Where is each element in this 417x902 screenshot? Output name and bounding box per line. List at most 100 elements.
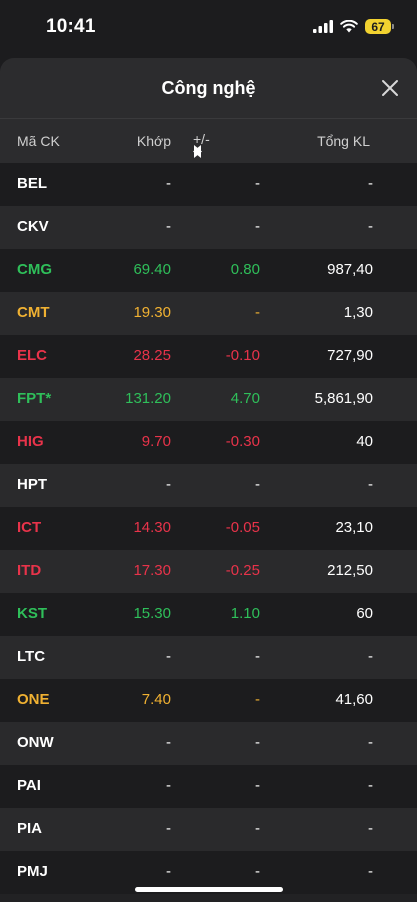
match-price: 14.30 xyxy=(133,519,171,536)
price-change: - xyxy=(255,175,260,192)
stock-code: CMG xyxy=(17,261,52,278)
total-volume: 987,40 xyxy=(327,261,373,278)
price-change: - xyxy=(255,648,260,665)
header-code[interactable]: Mã CK xyxy=(17,133,60,149)
total-volume: 727,90 xyxy=(327,347,373,364)
price-change: - xyxy=(255,734,260,751)
table-row[interactable]: ONE 7.40 - 41,60 xyxy=(0,679,417,722)
match-price: - xyxy=(166,476,171,493)
stock-code: CKV xyxy=(17,218,49,235)
stock-code: ELC xyxy=(17,347,47,364)
total-volume: 212,50 xyxy=(327,562,373,579)
signal-icon xyxy=(313,20,333,33)
table-row[interactable]: PMJ - - - xyxy=(0,851,417,894)
match-price: 7.40 xyxy=(141,691,171,708)
table-row[interactable]: FPT* 131.20 4.70 5,861,90 xyxy=(0,378,417,421)
total-volume: - xyxy=(368,734,373,751)
header-match[interactable]: Khớp xyxy=(136,133,171,149)
table-row[interactable]: LTC - - - xyxy=(0,636,417,679)
stock-code: ONE xyxy=(17,691,50,708)
total-volume: - xyxy=(368,175,373,192)
total-volume: - xyxy=(368,863,373,880)
total-volume: - xyxy=(368,820,373,837)
sheet-title: Công nghệ xyxy=(161,77,256,98)
match-price: 9.70 xyxy=(141,433,171,450)
stock-code: KST xyxy=(17,605,47,622)
price-change: - xyxy=(255,777,260,794)
total-volume: 1,30 xyxy=(343,304,373,321)
header-change-group: +/- xyxy=(193,131,210,158)
match-price: 17.30 xyxy=(133,562,171,579)
header-change[interactable]: +/- xyxy=(193,131,210,147)
total-volume: - xyxy=(368,648,373,665)
total-volume: 60 xyxy=(356,605,373,622)
table-row[interactable]: CKV - - - xyxy=(0,206,417,249)
total-volume: - xyxy=(368,777,373,794)
table-row[interactable]: CMT 19.30 - 1,30 xyxy=(0,292,417,335)
match-price: - xyxy=(166,218,171,235)
price-change: -0.25 xyxy=(225,562,260,579)
price-change: - xyxy=(255,863,260,880)
stock-code: ONW xyxy=(17,734,54,751)
price-change: 1.10 xyxy=(230,605,260,622)
stock-list: BEL - - - CKV - - - CMG 69.40 0.80 987,40 CMT 19.30 - 1… xyxy=(0,163,417,894)
table-row[interactable]: HIG 9.70 -0.30 40 xyxy=(0,421,417,464)
header-volume[interactable]: Tổng KL xyxy=(317,133,370,149)
price-change: - xyxy=(255,476,260,493)
price-change: - xyxy=(255,820,260,837)
table-row[interactable]: ICT 14.30 -0.05 23,10 xyxy=(0,507,417,550)
price-change: 4.70 xyxy=(230,390,260,407)
match-price: 131.20 xyxy=(125,390,171,407)
stock-code: ITD xyxy=(17,562,42,579)
stock-code: PMJ xyxy=(17,863,48,880)
match-price: 19.30 xyxy=(133,304,171,321)
stock-code: CMT xyxy=(17,304,50,321)
match-price: - xyxy=(166,648,171,665)
wifi-icon xyxy=(340,20,358,33)
table-row[interactable]: ELC 28.25 -0.10 727,90 xyxy=(0,335,417,378)
close-icon[interactable] xyxy=(379,77,401,99)
price-change: -0.05 xyxy=(225,519,260,536)
stock-code: LTC xyxy=(17,648,46,665)
total-volume: - xyxy=(368,218,373,235)
price-change: - xyxy=(255,218,260,235)
price-change: -0.10 xyxy=(225,347,260,364)
stock-code: PIA xyxy=(17,820,43,837)
table-row[interactable]: ONW - - - xyxy=(0,722,417,765)
bottom-sheet: Công nghệ Mã CK Khớp +/- Tổng KL BEL - - - C… xyxy=(0,58,417,902)
total-volume: 40 xyxy=(356,433,373,450)
battery-level: 67 xyxy=(371,19,385,34)
stock-code: ICT xyxy=(17,519,42,536)
stock-code: HIG xyxy=(17,433,44,450)
price-change: 0.80 xyxy=(230,261,260,278)
table-row[interactable]: CMG 69.40 0.80 987,40 xyxy=(0,249,417,292)
status-time: 10:41 xyxy=(46,16,96,37)
caret-right-icon[interactable] xyxy=(193,145,202,158)
match-price: - xyxy=(166,863,171,880)
match-price: 28.25 xyxy=(133,347,171,364)
table-row[interactable]: PAI - - - xyxy=(0,765,417,808)
status-icons: 67 xyxy=(313,19,394,34)
battery-icon: 67 xyxy=(365,19,394,34)
table-row[interactable]: BEL - - - xyxy=(0,163,417,206)
stock-code: PAI xyxy=(17,777,41,794)
table-row[interactable]: KST 15.30 1.10 60 xyxy=(0,593,417,636)
home-indicator[interactable] xyxy=(135,887,283,892)
table-row[interactable]: ITD 17.30 -0.25 212,50 xyxy=(0,550,417,593)
status-bar: 10:41 67 xyxy=(0,0,417,58)
price-change: - xyxy=(255,304,260,321)
match-price: - xyxy=(166,820,171,837)
stock-code: FPT* xyxy=(17,390,52,407)
price-change: - xyxy=(255,691,260,708)
sheet-header: Công nghệ xyxy=(0,58,417,118)
stock-code: HPT xyxy=(17,476,47,493)
total-volume: 41,60 xyxy=(335,691,373,708)
match-price: 69.40 xyxy=(133,261,171,278)
table-row[interactable]: PIA - - - xyxy=(0,808,417,851)
total-volume: 23,10 xyxy=(335,519,373,536)
table-row[interactable]: HPT - - - xyxy=(0,464,417,507)
total-volume: 5,861,90 xyxy=(314,390,373,407)
column-header: Mã CK Khớp +/- Tổng KL xyxy=(0,118,417,163)
match-price: - xyxy=(166,777,171,794)
stock-code: BEL xyxy=(17,175,47,192)
